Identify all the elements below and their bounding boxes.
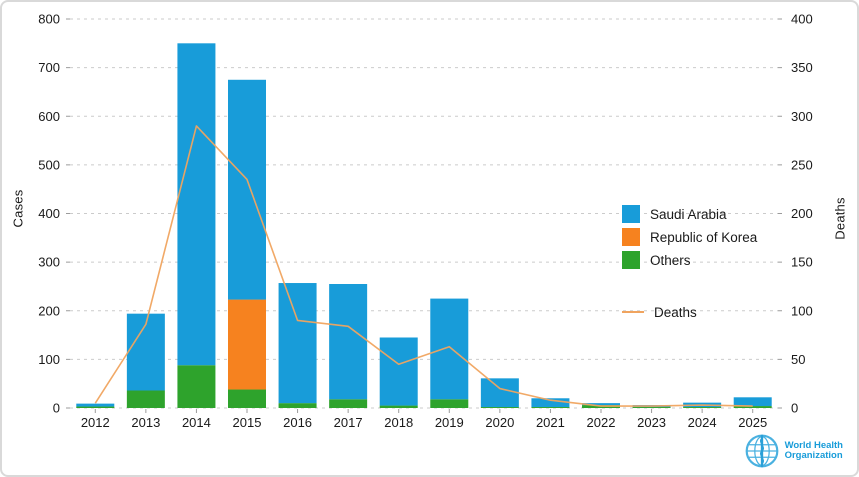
legend-label: Republic of Korea [650,229,758,245]
svg-text:2013: 2013 [131,415,160,430]
chart-legend: Saudi Arabia Republic of Korea Others De… [622,205,757,321]
svg-text:2016: 2016 [283,415,312,430]
svg-text:300: 300 [38,255,60,270]
svg-text:200: 200 [791,206,813,221]
svg-text:0: 0 [791,401,798,416]
republic-of-korea-swatch [622,228,640,246]
y-axis-label-deaths: Deaths [832,197,848,240]
svg-text:150: 150 [791,255,813,270]
svg-text:0: 0 [53,401,60,416]
svg-text:2021: 2021 [536,415,565,430]
svg-text:2012: 2012 [81,415,110,430]
svg-text:100: 100 [791,303,813,318]
svg-text:2025: 2025 [738,415,767,430]
svg-text:2015: 2015 [233,415,262,430]
svg-text:350: 350 [791,60,813,75]
legend-label: Saudi Arabia [650,206,727,222]
svg-text:250: 250 [791,157,813,172]
who-wordmark-line2: Organization [784,450,843,461]
svg-text:2023: 2023 [637,415,666,430]
legend-label: Deaths [654,304,697,320]
svg-text:400: 400 [791,12,813,27]
svg-text:2022: 2022 [587,415,616,430]
deaths-line-swatch [622,311,644,313]
svg-text:2018: 2018 [384,415,413,430]
svg-text:2019: 2019 [435,415,464,430]
svg-text:500: 500 [38,157,60,172]
svg-text:400: 400 [38,206,60,221]
svg-text:600: 600 [38,109,60,124]
legend-item-republic-of-korea: Republic of Korea [622,228,757,246]
y-axis-label-cases: Cases [10,189,26,228]
who-wordmark-line1: World Health [784,439,843,451]
legend-label: Others [650,252,691,268]
svg-text:200: 200 [38,303,60,318]
legend-item-saudi-arabia: Saudi Arabia [622,205,757,223]
legend-item-others: Others [622,251,757,269]
svg-text:2020: 2020 [485,415,514,430]
svg-text:300: 300 [791,109,813,124]
saudi-arabia-swatch [622,205,640,223]
others-swatch [622,251,640,269]
svg-text:2024: 2024 [688,415,717,430]
svg-text:50: 50 [791,352,805,367]
svg-text:2014: 2014 [182,415,211,430]
who-emblem-icon [745,434,778,468]
who-logo: World Health Organization [744,433,843,469]
svg-text:100: 100 [38,352,60,367]
svg-text:2017: 2017 [334,415,363,430]
svg-text:800: 800 [38,12,60,27]
svg-text:700: 700 [38,60,60,75]
legend-item-deaths: Deaths [622,303,757,321]
who-wordmark: World Health Organization [784,439,843,462]
